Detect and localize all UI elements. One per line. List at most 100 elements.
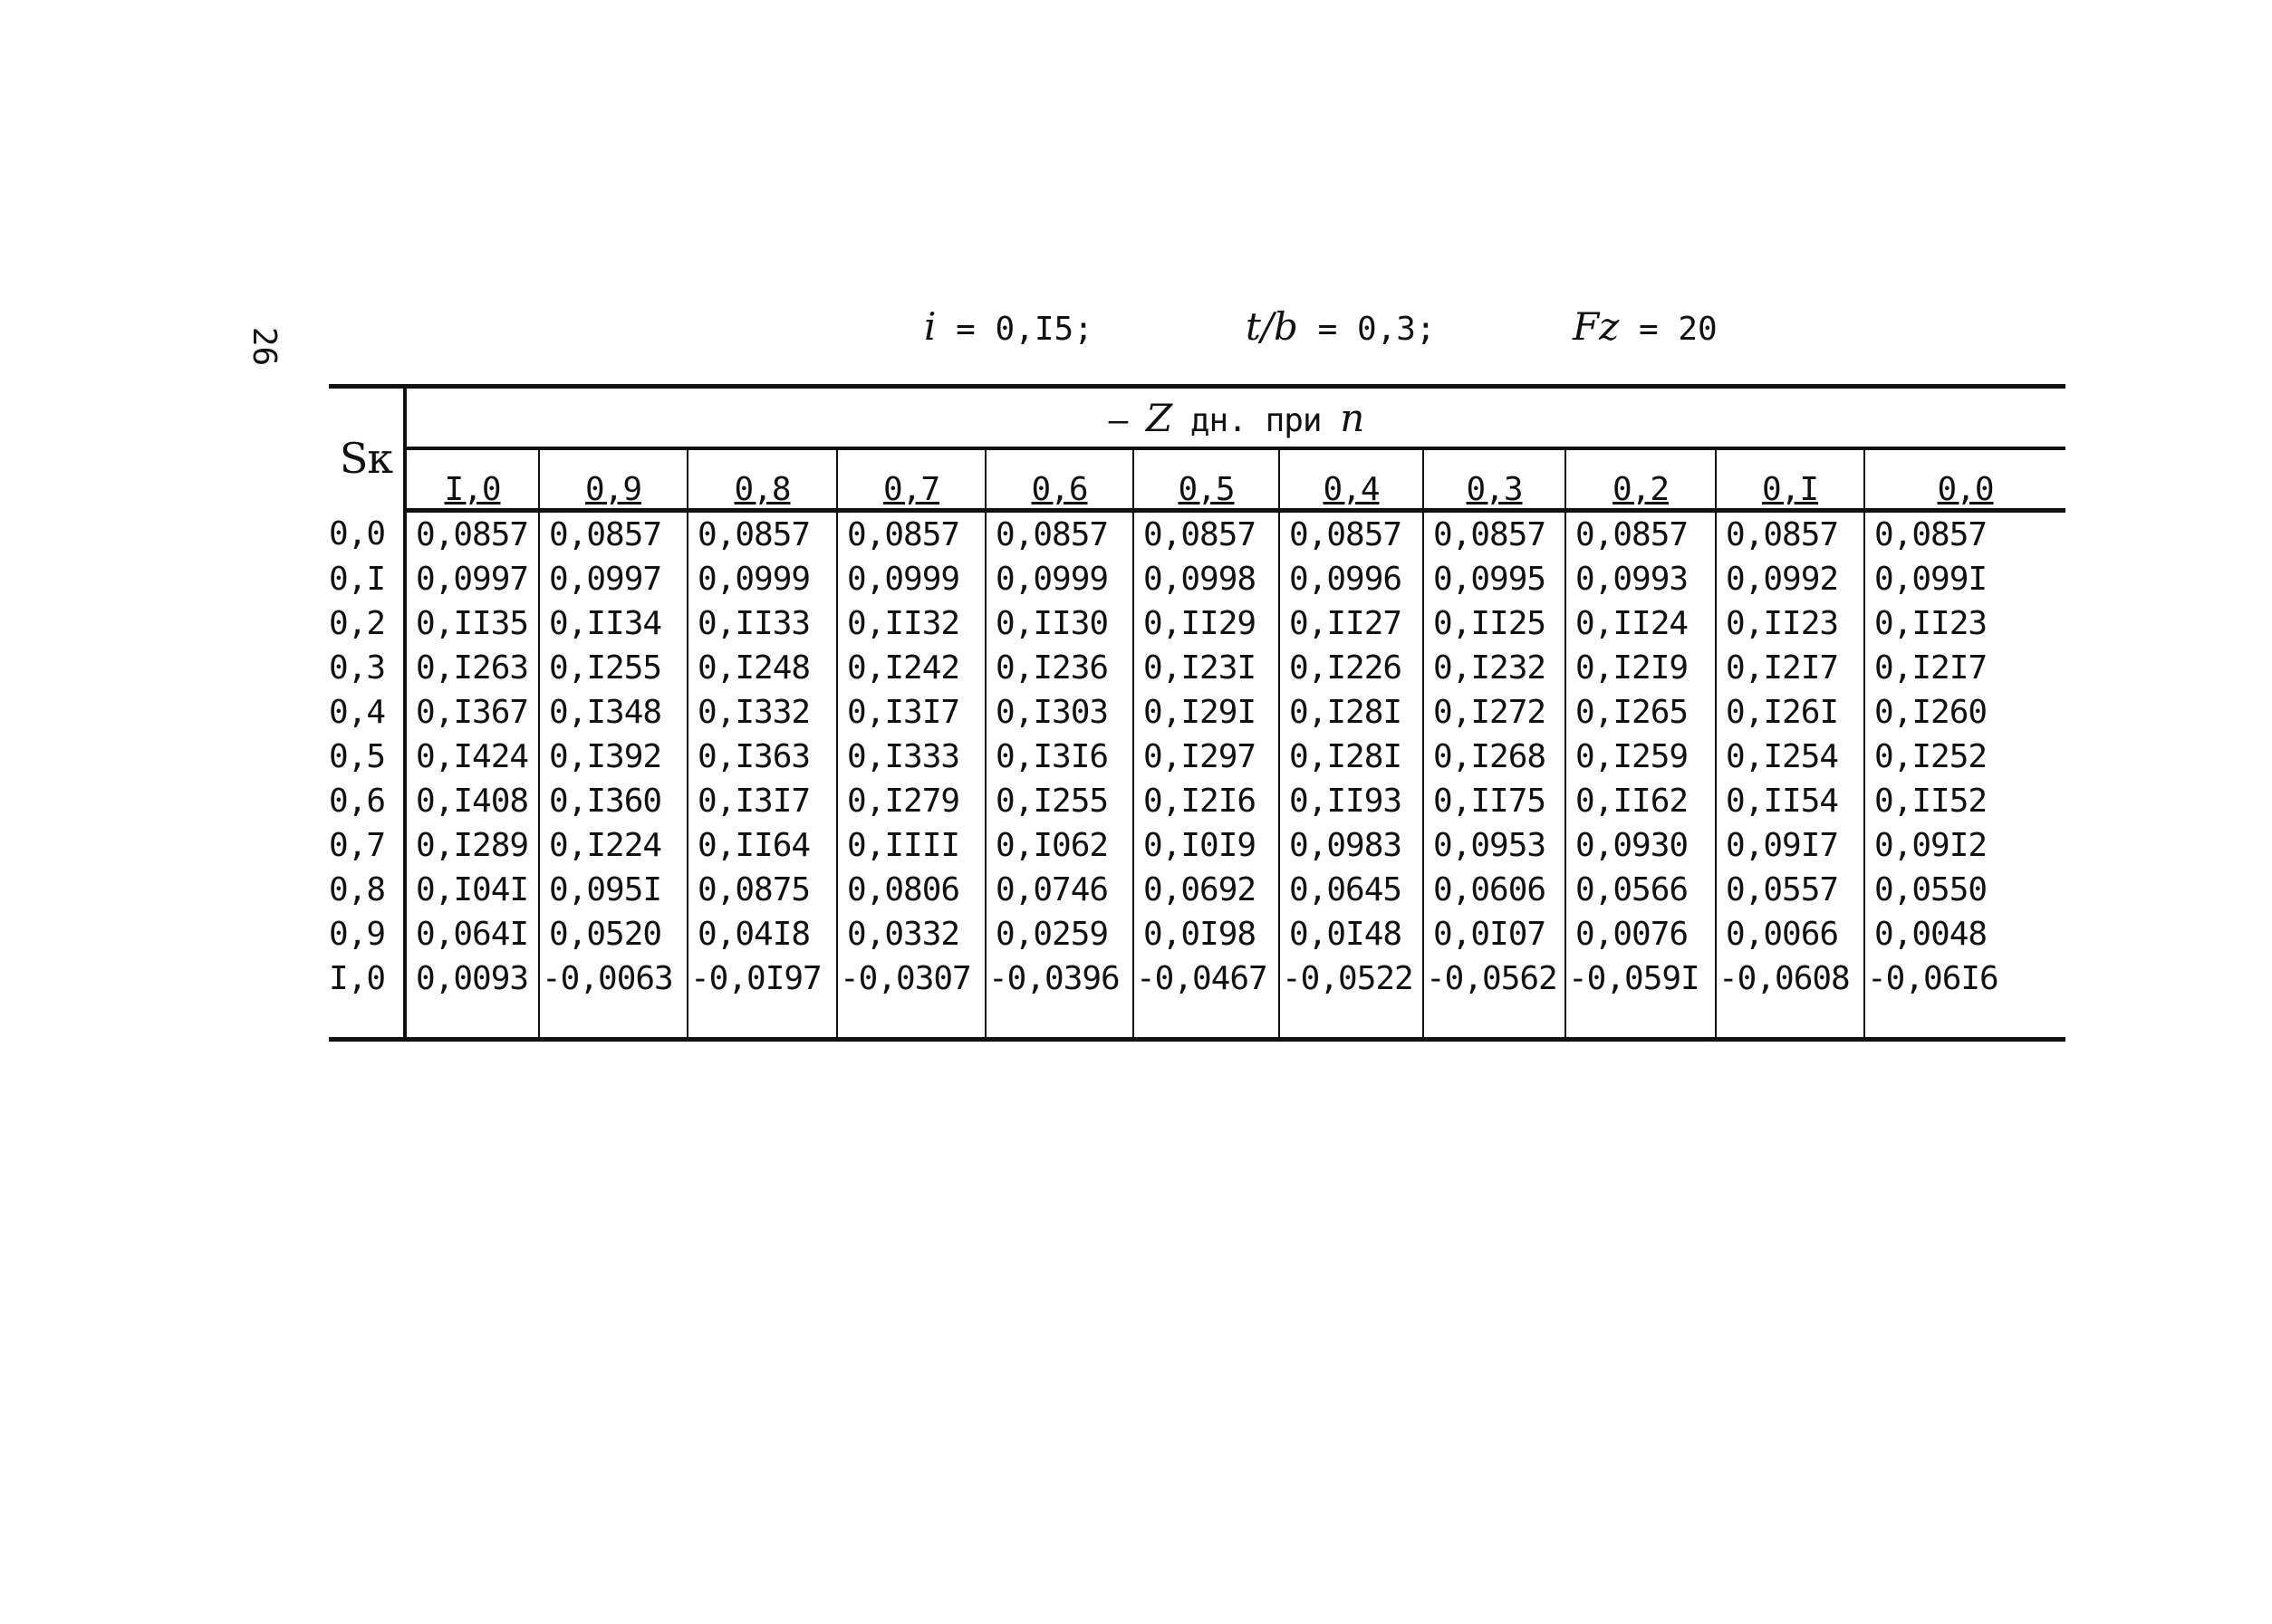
table-cell: 0,0076	[1564, 912, 1716, 956]
table-cell: 0,0746	[985, 868, 1133, 912]
table-cell: 0,0857	[985, 510, 1133, 557]
table-cell: -0,0396	[985, 956, 1133, 1001]
table-cell: 0,I254	[1715, 735, 1864, 779]
table-row: 0,6 0,I408 0,I360 0,I3I7 0,I279 0,I255 0,I2I6 0…	[329, 779, 2065, 823]
table-cell: 0,I367	[416, 694, 529, 731]
column-header: 0,9	[538, 448, 688, 513]
param-tb-value: = 0,3;	[1317, 311, 1436, 348]
spacer-cell	[538, 1001, 688, 1042]
group-header-text: дн. при	[1171, 401, 1341, 439]
spacer-cell	[1715, 1001, 1864, 1042]
table-cell: 0,I259	[1564, 735, 1716, 779]
spacer-cell	[329, 1001, 407, 1042]
table-cell: 0,I2I6	[1132, 779, 1279, 823]
table-cell: -0,0522	[1278, 956, 1423, 1001]
table-cell: -0,0063	[538, 956, 688, 1001]
table-cell: 0,I232	[1422, 646, 1565, 690]
table-cell: 0,I360	[538, 779, 688, 823]
table-cell: 0,II35	[416, 605, 529, 642]
table-bottom-spacer	[329, 1001, 2065, 1042]
data-table: Sк – Z дн. при n I,0 0,9 0,8 0,7 0,6 0,5 0,4 0,…	[329, 384, 2065, 1042]
column-header-label: 0,5	[1178, 471, 1235, 508]
table-cell: 0,I297	[1132, 735, 1279, 779]
row-label: 0,7	[329, 823, 407, 868]
column-header: 0,5	[1132, 448, 1279, 513]
table-cell: 0,I224	[538, 823, 688, 868]
table-cell: 0,II64	[687, 823, 837, 868]
table-row: 0,I 0,0997 0,0997 0,0999 0,0999 0,0999 0,0998 0…	[329, 557, 2065, 601]
column-header-label: 0,2	[1612, 471, 1670, 508]
table-cell: 0,II30	[985, 601, 1133, 646]
table-cell: 0,0606	[1422, 868, 1565, 912]
table-cell: 0,0875	[687, 868, 837, 912]
table-row: 0,9 0,064I 0,0520 0,04I8 0,0332 0,0259 0,0I98 0…	[329, 912, 2065, 956]
row-label: I,0	[329, 956, 407, 1001]
column-header-label: I,0	[444, 471, 501, 508]
table-cell: 0,0930	[1564, 823, 1716, 868]
spacer-cell	[836, 1001, 986, 1042]
column-header: 0,0	[1863, 448, 2065, 513]
table-cell: 0,I062	[985, 823, 1133, 868]
table-cell: 0,II54	[1715, 779, 1864, 823]
table-cell: 0,0999	[836, 557, 986, 601]
table-cell: -0,059I	[1564, 956, 1716, 1001]
param-fz-symbol: Fz	[1573, 304, 1620, 349]
table-cell: 0,I263	[416, 649, 529, 687]
table-cell: 0,0857	[1564, 510, 1716, 557]
table-cell: 0,I28I	[1278, 735, 1423, 779]
spacer-cell	[405, 1001, 539, 1042]
table-cell: 0,II25	[1422, 601, 1565, 646]
table-cell: 0,I252	[1863, 735, 2065, 779]
column-header-label: 0,8	[734, 471, 791, 508]
column-header: 0,2	[1564, 448, 1716, 513]
spacer-cell	[1132, 1001, 1279, 1042]
table-cell: 0,09I2	[1863, 823, 2065, 868]
table-cell: 0,0520	[538, 912, 688, 956]
column-header-label: 0,3	[1466, 471, 1523, 508]
table-cell: 0,I260	[1863, 690, 2065, 735]
table-cell: 0,0857	[1422, 510, 1565, 557]
column-header: 0,4	[1278, 448, 1423, 513]
table-cell: -0,0467	[1132, 956, 1279, 1001]
table-cell: 0,I04I	[416, 871, 529, 908]
spacer-cell	[1863, 1001, 2065, 1042]
table-cell: 0,I303	[985, 690, 1133, 735]
page-number: 26	[245, 326, 284, 367]
spacer-cell	[1422, 1001, 1565, 1042]
group-header-var: n	[1340, 395, 1364, 440]
table-cell: 0,0259	[985, 912, 1133, 956]
table-row: 0,5 0,I424 0,I392 0,I363 0,I333 0,I3I6 0,I297 0…	[329, 735, 2065, 779]
table-cell: 0,09I7	[1715, 823, 1864, 868]
table-row: 0,3 0,I263 0,I255 0,I248 0,I242 0,I236 0,I23I 0…	[329, 646, 2065, 690]
table-cell: 0,I23I	[1132, 646, 1279, 690]
column-header-label: 0,6	[1031, 471, 1088, 508]
column-header: 0,3	[1422, 448, 1565, 513]
table-cell: 0,I3I7	[687, 779, 837, 823]
param-fz: Fz = 20	[1573, 304, 1718, 349]
row-label: 0,0	[329, 510, 407, 557]
table-cell: 0,0566	[1564, 868, 1716, 912]
param-tb-symbol: t/b	[1246, 304, 1298, 349]
column-header-label: 0,0	[1937, 471, 1994, 508]
table-cell: 0,095I	[538, 868, 688, 912]
param-i: i = 0,I5;	[924, 304, 1093, 349]
table-cell: 0,0066	[1715, 912, 1864, 956]
table-cell: 0,II52	[1863, 779, 2065, 823]
table-cell: 0,II29	[1132, 601, 1279, 646]
table-cell: 0,0857	[538, 510, 688, 557]
table-cell: 0,I363	[687, 735, 837, 779]
param-tb: t/b = 0,3;	[1246, 304, 1436, 349]
table-cell: 0,I29I	[1132, 690, 1279, 735]
table-cell: 0,II62	[1564, 779, 1716, 823]
table-cell: 0,0953	[1422, 823, 1565, 868]
table-cell: 0,0996	[1278, 557, 1423, 601]
spacer-cell	[985, 1001, 1133, 1042]
table-cell: 0,0983	[1278, 823, 1423, 868]
table-cell: 0,I424	[416, 738, 529, 775]
table-cell: 0,I333	[836, 735, 986, 779]
row-label: 0,9	[329, 912, 407, 956]
table-cell: 0,0995	[1422, 557, 1565, 601]
table-cell: 0,0645	[1278, 868, 1423, 912]
table-cell: 0,0332	[836, 912, 986, 956]
table-cell: 0,I332	[687, 690, 837, 735]
